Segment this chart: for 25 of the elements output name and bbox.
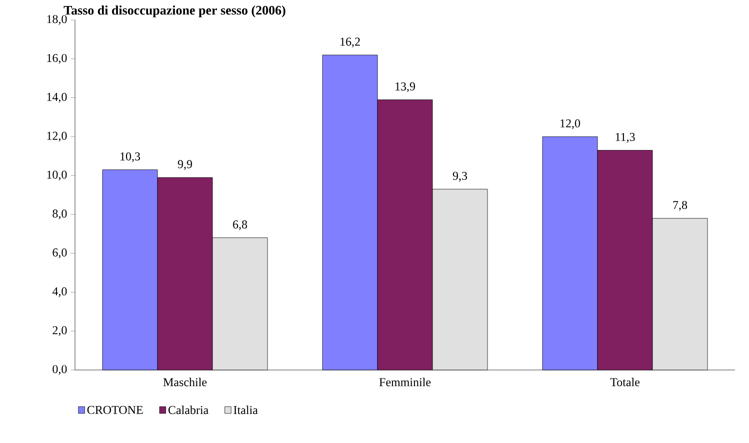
data-label: 9,3	[452, 172, 468, 182]
data-label: 9,9	[178, 160, 192, 170]
data-label: 11,3	[616, 132, 635, 143]
y-tick-label: 2,0	[52, 326, 67, 336]
x-tick-label: Totale	[610, 378, 640, 386]
data-label: 7,8	[673, 200, 688, 211]
y-tick-label: 10,0	[47, 170, 67, 180]
legend-label: Italia	[234, 406, 258, 414]
data-label: 13,9	[396, 82, 416, 92]
x-tick-label: Femminile	[379, 378, 431, 386]
y-tick-label: 18,0	[47, 15, 67, 25]
data-label: 12,0	[560, 119, 580, 130]
data-label: 10,3	[120, 152, 140, 162]
legend-label: CROTONE	[87, 406, 143, 414]
y-tick-label: 6,0	[52, 248, 67, 258]
y-tick-label: 8,0	[52, 210, 67, 220]
y-tick-label: 0,0	[52, 365, 67, 375]
x-tick-label: Maschile	[163, 378, 207, 386]
y-tick-label: 14,0	[47, 92, 67, 103]
y-tick-label: 12,0	[47, 132, 67, 142]
legend-label: Calabria	[168, 406, 208, 414]
data-label: 6,8	[233, 220, 248, 230]
y-tick-label: 4,0	[52, 287, 67, 298]
data-label: 16,2	[340, 38, 360, 48]
y-tick-label: 16,0	[47, 54, 67, 64]
